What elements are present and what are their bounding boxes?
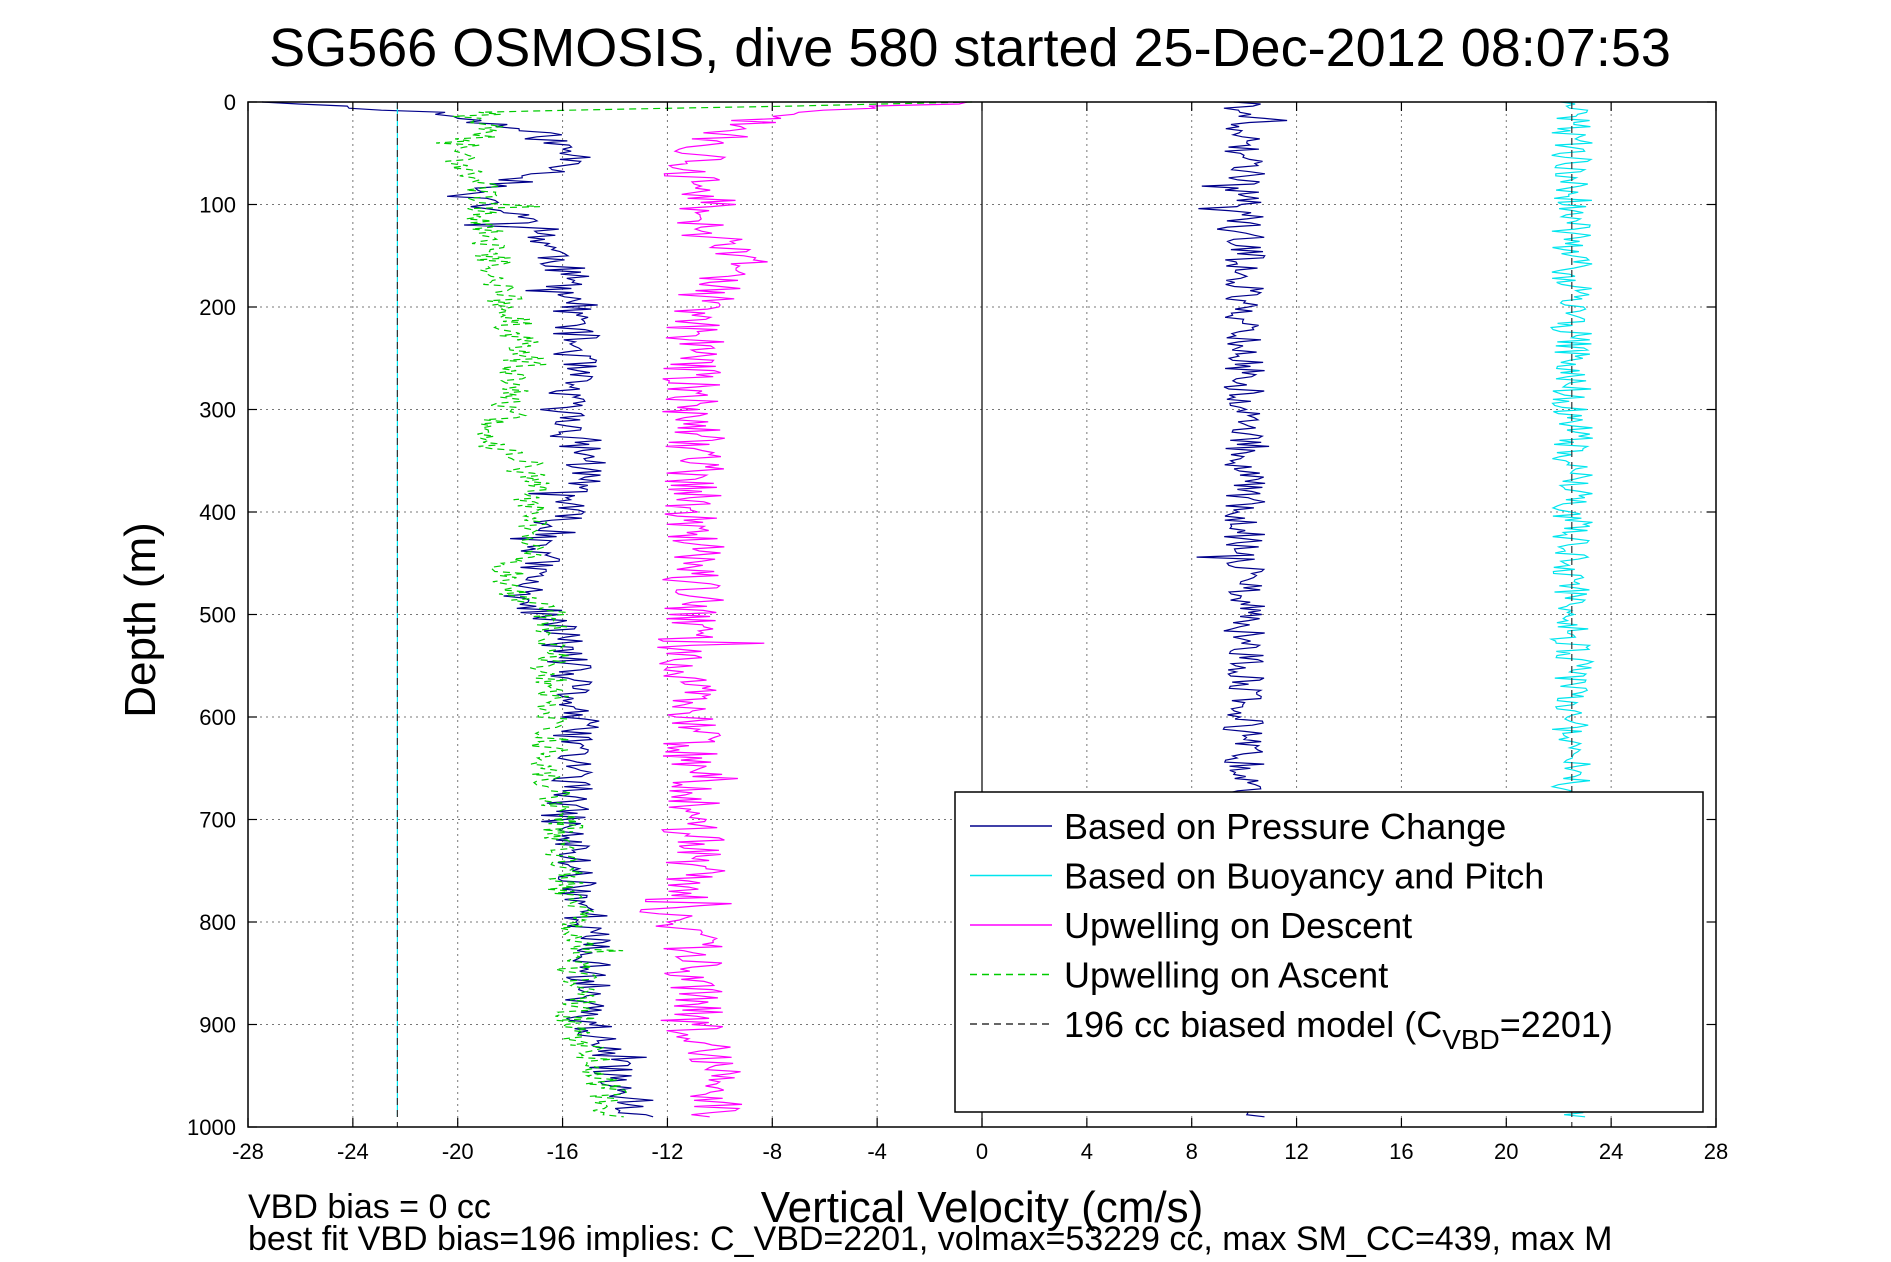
x-tick-label: -4 bbox=[867, 1139, 887, 1164]
y-tick-label: 500 bbox=[199, 603, 236, 628]
chart-title: SG566 OSMOSIS, dive 580 started 25-Dec-2… bbox=[269, 18, 1671, 78]
series-upwelling-on-descent-line bbox=[639, 101, 968, 1118]
y-tick-label: 900 bbox=[199, 1013, 236, 1038]
y-tick-label: 700 bbox=[199, 808, 236, 833]
legend-suffix: =2201) bbox=[1500, 1004, 1613, 1045]
x-tick-label: 28 bbox=[1704, 1139, 1728, 1164]
x-tick-label: -16 bbox=[547, 1139, 579, 1164]
x-tick-label: 24 bbox=[1599, 1139, 1623, 1164]
y-tick-label: 600 bbox=[199, 705, 236, 730]
y-tick-label: 200 bbox=[199, 295, 236, 320]
x-tick-label: 20 bbox=[1494, 1139, 1518, 1164]
series-based-on-pressure-change-descent-line bbox=[261, 101, 654, 1118]
legend-label: Upwelling on Descent bbox=[1064, 905, 1412, 946]
x-tick-label: -8 bbox=[763, 1139, 783, 1164]
legend-label: Based on Pressure Change bbox=[1064, 806, 1506, 847]
x-tick-label: -12 bbox=[652, 1139, 684, 1164]
legend-label: Based on Buoyancy and Pitch bbox=[1064, 856, 1544, 897]
y-tick-label: 0 bbox=[224, 90, 236, 115]
ticks: -28 -24 -20 -16 -12 -8 -4 0 4 8 12 16 20 24 28 0 100 200 3… bbox=[187, 90, 1728, 1164]
legend-label: Upwelling on Ascent bbox=[1064, 955, 1388, 996]
y-tick-label: 300 bbox=[199, 398, 236, 423]
x-axis-label: Vertical Velocity (cm/s) bbox=[761, 1183, 1204, 1232]
x-tick-label: -24 bbox=[337, 1139, 369, 1164]
legend-subscript: VBD bbox=[1442, 1024, 1500, 1055]
y-axis-label: Depth (m) bbox=[116, 522, 165, 718]
x-tick-label: 16 bbox=[1389, 1139, 1413, 1164]
y-tick-label: 800 bbox=[199, 910, 236, 935]
x-tick-label: 4 bbox=[1081, 1139, 1093, 1164]
footer-line-2: best fit VBD bias=196 implies: C_VBD=220… bbox=[248, 1220, 1612, 1258]
y-tick-label: 100 bbox=[199, 193, 236, 218]
x-tick-label: 0 bbox=[976, 1139, 988, 1164]
y-tick-label: 1000 bbox=[187, 1115, 236, 1140]
x-tick-label: 8 bbox=[1186, 1139, 1198, 1164]
x-tick-label: -28 bbox=[232, 1139, 264, 1164]
footer-line-1: VBD bias = 0 cc bbox=[248, 1188, 491, 1226]
legend: Based on Pressure Change Based on Buoyanc… bbox=[954, 791, 1704, 1113]
x-tick-label: -20 bbox=[442, 1139, 474, 1164]
x-tick-label: 12 bbox=[1284, 1139, 1308, 1164]
series-upwelling-on-ascent-line bbox=[436, 101, 973, 1118]
y-tick-label: 400 bbox=[199, 500, 236, 525]
legend-box bbox=[954, 791, 1704, 1113]
